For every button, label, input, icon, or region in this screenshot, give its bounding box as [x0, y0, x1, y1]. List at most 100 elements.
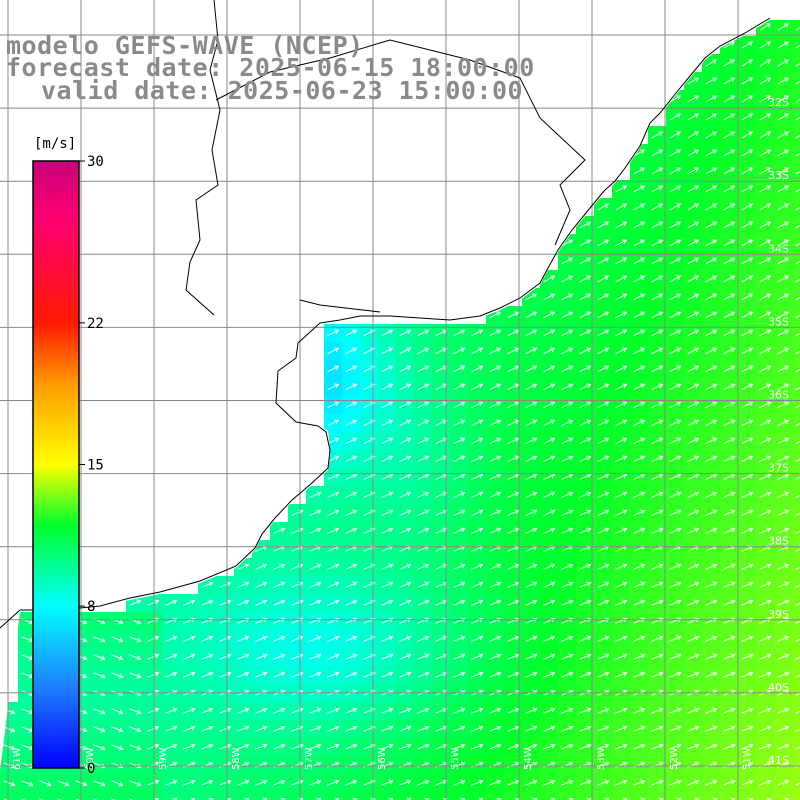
wind-arrow	[669, 473, 682, 480]
wind-arrow	[579, 725, 592, 732]
wind-arrow	[255, 743, 268, 750]
wind-arrow	[723, 743, 736, 750]
wind-arrow	[543, 365, 556, 373]
wind-arrow	[615, 527, 628, 534]
wind-arrow	[777, 275, 790, 283]
wind-arrow	[615, 311, 628, 319]
lon-label: 61W	[12, 747, 23, 770]
wind-arrow	[147, 707, 160, 714]
wind-arrow	[669, 563, 682, 570]
wind-cell	[792, 630, 800, 649]
wind-arrow	[687, 185, 700, 193]
wind-arrow	[507, 311, 520, 319]
wind-arrow	[759, 329, 772, 337]
wind-arrow	[219, 743, 232, 750]
wind-arrow	[795, 746, 800, 750]
wind-arrow	[597, 599, 610, 606]
wind-arrow	[543, 491, 556, 498]
wind-arrow	[687, 725, 700, 732]
wind-arrow	[795, 512, 800, 516]
wind-cell	[630, 792, 649, 800]
wind-arrow	[93, 672, 106, 679]
wind-arrow	[237, 581, 250, 588]
wind-arrow	[633, 473, 646, 480]
wind-arrow	[345, 743, 358, 750]
wind-arrow	[705, 113, 717, 121]
wind-arrow	[705, 725, 718, 732]
wind-arrow	[741, 707, 754, 714]
wind-arrow	[561, 401, 574, 409]
wind-arrow	[795, 261, 800, 265]
wind-arrow	[381, 509, 394, 516]
colorbar-tick-label: 22	[87, 316, 104, 332]
wind-cell	[270, 792, 289, 800]
wind-arrow	[579, 581, 592, 588]
wind-arrow	[687, 203, 700, 211]
wind-cell	[792, 54, 800, 73]
wind-arrow	[489, 401, 502, 409]
wind-arrow	[669, 131, 681, 139]
wind-arrow	[129, 654, 142, 661]
wind-arrow	[687, 293, 700, 301]
wind-arrow	[93, 654, 106, 661]
wind-arrow	[327, 653, 340, 660]
wind-arrow	[777, 419, 790, 427]
wind-arrow	[777, 671, 790, 678]
wind-arrow	[741, 221, 754, 229]
wind-cell	[720, 792, 739, 800]
wind-arrow	[723, 239, 736, 247]
wind-arrow	[507, 437, 520, 445]
wind-cell	[396, 792, 415, 800]
wind-arrow	[651, 563, 664, 570]
wind-arrow	[795, 153, 800, 157]
wind-arrow	[201, 707, 214, 714]
wind-arrow	[687, 635, 700, 642]
wind-arrow	[633, 653, 646, 660]
wind-arrow	[273, 563, 286, 570]
wind-arrow	[759, 743, 772, 750]
wind-arrow	[669, 167, 681, 175]
wind-arrow	[345, 707, 358, 714]
wind-arrow	[507, 365, 520, 373]
wind-arrow	[597, 581, 610, 588]
wind-arrow	[795, 566, 800, 570]
wind-arrow	[597, 203, 610, 211]
wind-arrow	[165, 779, 178, 786]
wind-arrow	[741, 59, 753, 67]
wind-arrow	[489, 725, 502, 732]
wind-arrow	[507, 347, 520, 355]
wind-arrow	[705, 131, 717, 139]
wind-arrow	[705, 293, 718, 301]
wind-arrow	[705, 347, 718, 355]
wind-arrow	[597, 383, 610, 391]
wind-arrow	[489, 347, 502, 355]
wind-cell	[540, 792, 559, 800]
wind-arrow	[777, 77, 789, 85]
wind-arrow	[759, 581, 772, 588]
wind-arrow	[579, 473, 592, 480]
wind-arrow	[597, 347, 610, 355]
wind-arrow	[237, 563, 250, 570]
wind-arrow	[309, 779, 322, 786]
wind-cell	[126, 792, 145, 800]
wind-arrow	[669, 149, 681, 157]
land	[0, 0, 800, 770]
wind-arrow	[777, 437, 790, 445]
wind-arrow	[669, 293, 682, 301]
wind-arrow	[183, 671, 196, 678]
wind-arrow	[489, 563, 502, 570]
wind-arrow	[669, 203, 682, 211]
wind-arrow	[399, 581, 412, 588]
wind-arrow	[669, 635, 682, 642]
wind-arrow	[579, 563, 592, 570]
wind-arrow	[543, 671, 556, 678]
wind-arrow	[777, 293, 790, 301]
wind-arrow	[687, 113, 699, 121]
wind-arrow	[669, 275, 682, 283]
wind-arrow	[759, 599, 772, 606]
wind-arrow	[795, 728, 800, 732]
wind-arrow	[435, 743, 448, 750]
wind-arrow	[777, 635, 790, 642]
wind-arrow	[417, 365, 430, 373]
wind-arrow	[651, 311, 664, 319]
